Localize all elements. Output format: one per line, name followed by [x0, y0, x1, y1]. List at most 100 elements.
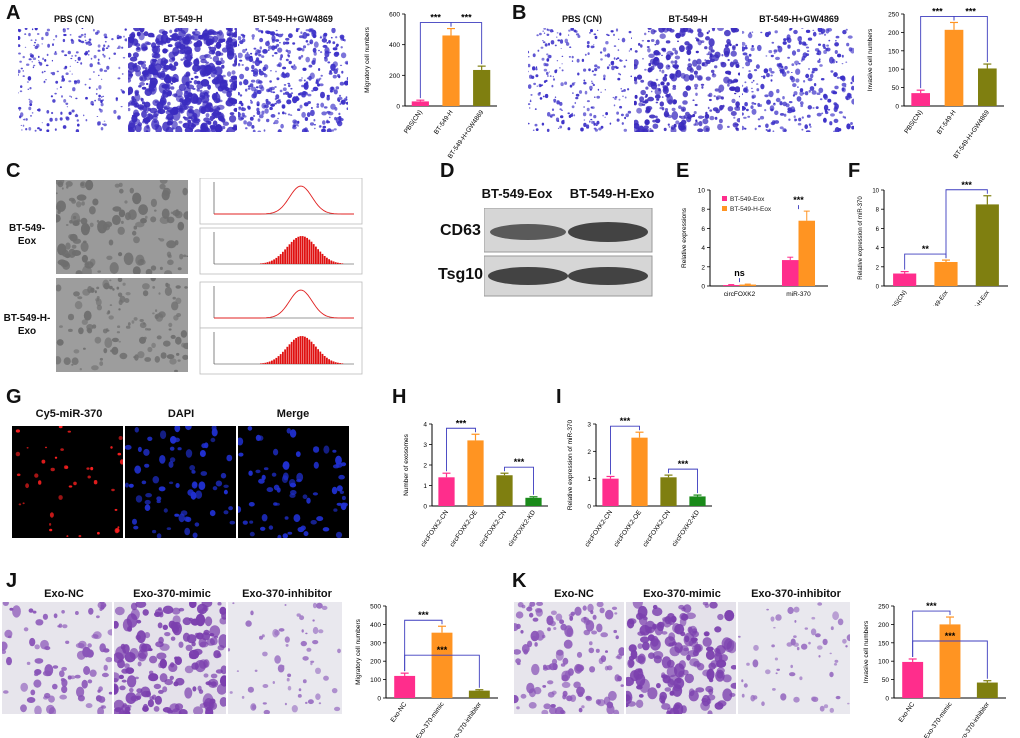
bar [411, 101, 429, 106]
x-tick-label: BT-549-H-Eox [964, 290, 991, 306]
x-tick-label: BT-549-H+GW4869 [447, 109, 486, 160]
y-axis-label: Relative expression of miR-370 [858, 196, 864, 280]
significance-label: *** [437, 645, 448, 655]
c-row-label-2: BT-549-H- Exo [3, 313, 51, 337]
significance-label: ** [922, 244, 930, 254]
y-tick-label: 400 [370, 622, 381, 629]
y-tick-label: 150 [888, 48, 899, 55]
micrograph-k-inhibitor [738, 602, 850, 714]
panel-letter-a: A [6, 2, 21, 24]
dist-bar [339, 263, 341, 264]
y-tick-label: 2 [587, 449, 591, 456]
dist-bar [286, 246, 289, 264]
dist-bar [312, 344, 315, 364]
dist-bar [266, 262, 269, 264]
significance-label: *** [961, 180, 972, 190]
k-label-2: Exo-370-mimic [643, 588, 721, 600]
dist-bar [271, 360, 273, 364]
dist-frame [199, 327, 363, 375]
x-tick-label: circFOXK2-OE [449, 509, 480, 549]
y-tick-label: 10 [698, 188, 706, 195]
dist-bar [275, 357, 278, 364]
y-tick-label: 10 [872, 189, 879, 195]
y-axis-label: Invasive cell numbers [867, 28, 874, 91]
dist-bar [273, 259, 275, 264]
y-tick-label: 6 [701, 226, 705, 233]
bar [722, 285, 740, 286]
j-label-2: Exo-370-mimic [133, 588, 211, 600]
chart-e: 0 2 4 6 8 10 Relative expressions circFOXK2 miR-… [681, 188, 828, 298]
dist-bar [262, 263, 264, 264]
x-tick-label: circFOXK2-KD [671, 509, 701, 548]
micrograph-a-bt549h [128, 28, 237, 132]
significance-bracket [610, 425, 640, 475]
significance-label: *** [430, 13, 441, 23]
dist-curve [214, 289, 354, 319]
significance-label: *** [461, 13, 472, 23]
dist-frame [199, 281, 363, 329]
y-tick-label: 8 [876, 208, 880, 214]
dist-bar [321, 353, 324, 364]
significance-label: *** [932, 6, 943, 16]
dist-bar [288, 344, 291, 364]
legend-label: BT-549-Eox [730, 196, 765, 203]
bar [911, 93, 930, 106]
micrograph-j-mimic [114, 602, 226, 714]
y-tick-label: 200 [389, 73, 400, 80]
dist-bar [328, 259, 330, 264]
dist-bar [334, 362, 337, 364]
x-tick-label: Exo-370-inhibitor [449, 700, 483, 738]
bar [781, 260, 799, 286]
bar [467, 440, 484, 506]
y-tick-label: 50 [892, 85, 900, 92]
y-axis-label: Relative expression of miR-370 [567, 419, 574, 510]
g-label-1: Cy5-miR-370 [35, 408, 103, 420]
panel-letter-g: G [6, 386, 22, 408]
chart-i: 0 1 2 3 Relative expression of miR-370 circFO… [567, 416, 712, 548]
dist-bar [264, 362, 267, 364]
dist-bar [293, 239, 295, 264]
j-label-1: Exo-NC [44, 588, 84, 600]
dist-bar [317, 349, 319, 364]
y-axis-label: Migratory cell numbers [355, 618, 362, 684]
dist-bar [323, 356, 326, 364]
x-tick-label: BT-549-Eox [927, 290, 950, 306]
dist-bar [337, 262, 339, 264]
bar [798, 220, 816, 286]
bar [689, 496, 706, 506]
x-tick-label: Exo-370-inhibitor [957, 700, 991, 738]
y-tick-label: 0 [423, 504, 427, 511]
y-tick-label: 100 [888, 67, 899, 74]
x-tick-label: circFOXK2-CN [478, 509, 509, 548]
dist-bar [310, 341, 313, 364]
x-tick-label: circFOXK2-CN [584, 509, 615, 548]
chart-b: 0 50 100 150 200 250 Invasive cell numbers PBS(… [867, 6, 1004, 160]
dist-bar [304, 236, 306, 264]
dist-bar [304, 336, 306, 364]
chart-k: 0 50 100 150 200 250 Invasive cell numbers Exo-… [863, 601, 1006, 738]
band-cd63-hexo [568, 222, 648, 242]
x-tick-label: Exo-NC [390, 701, 409, 724]
dist-bar [271, 260, 273, 264]
dist-bar [326, 257, 328, 264]
y-tick-label: 4 [876, 246, 880, 252]
dist-bar [290, 241, 293, 264]
bar [496, 475, 513, 506]
dist-bar [279, 354, 282, 364]
d-col-label-2: BT-549-H-Exo [569, 186, 655, 201]
micrograph-b-bt549h [634, 28, 740, 132]
c-row-label-1: BT-549- Eox [8, 223, 46, 247]
dist-bar [297, 236, 300, 264]
a-label-2: BT-549-H [163, 14, 203, 24]
y-tick-label: 250 [888, 12, 899, 19]
dist-bar [330, 260, 333, 264]
y-tick-label: 150 [878, 640, 889, 647]
bar [976, 682, 998, 698]
panel-letter-h: H [392, 386, 407, 408]
y-tick-label: 6 [876, 227, 880, 233]
dist-bar [334, 262, 337, 264]
y-tick-label: 50 [882, 677, 890, 684]
x-tick-label: PBS(CN) [889, 290, 908, 306]
a-label-3: BT-549-H+GW4869 [253, 14, 333, 24]
